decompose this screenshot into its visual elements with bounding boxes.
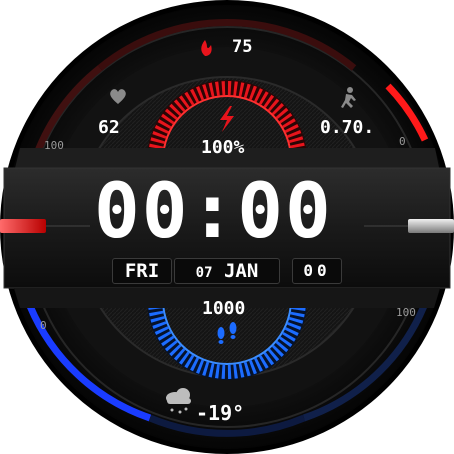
distance-value: 0.70. — [320, 117, 375, 138]
left-scale-min: 0 — [40, 319, 47, 332]
right-bottom-arc — [302, 304, 428, 422]
band-top-edge — [14, 148, 440, 172]
top-arc-track — [97, 19, 357, 71]
date-box: 07 JAN — [174, 258, 280, 284]
heart-icon — [110, 89, 126, 104]
seconds-display: 00 — [292, 258, 342, 284]
left-scale-max: 100 — [44, 139, 64, 152]
time-display: 00:00 — [94, 166, 333, 255]
bottom-arc-track — [148, 414, 306, 437]
day-of-week: FRI — [112, 258, 172, 284]
date-day: 07 — [195, 265, 213, 281]
snow-cloud-icon — [166, 388, 191, 414]
right-scale-min: 0 — [399, 135, 406, 148]
left-top-arc — [32, 65, 103, 158]
battery-value: 100% — [201, 137, 245, 158]
footprints-icon — [217, 322, 237, 344]
steps-gauge-inner-line — [162, 299, 292, 365]
left-blue-arc — [26, 304, 152, 422]
flame-icon — [201, 40, 212, 56]
band-bottom-edge — [14, 288, 440, 308]
right-scale-max: 100 — [396, 306, 416, 319]
temperature-value: -19° — [196, 401, 245, 425]
heart-rate-value: 62 — [98, 117, 120, 138]
date-month: JAN — [223, 260, 259, 282]
steps-gauge-fill — [148, 299, 306, 379]
battery-gauge-inner-line — [162, 95, 292, 161]
calories-value: 75 — [232, 37, 253, 57]
left-marker — [0, 219, 46, 233]
battery-gauge-fill — [148, 81, 306, 161]
steps-value: 1000 — [202, 298, 246, 319]
right-red-arc — [385, 83, 429, 142]
lightning-icon — [220, 106, 234, 132]
right-marker — [408, 219, 454, 233]
running-person-icon — [341, 87, 356, 108]
